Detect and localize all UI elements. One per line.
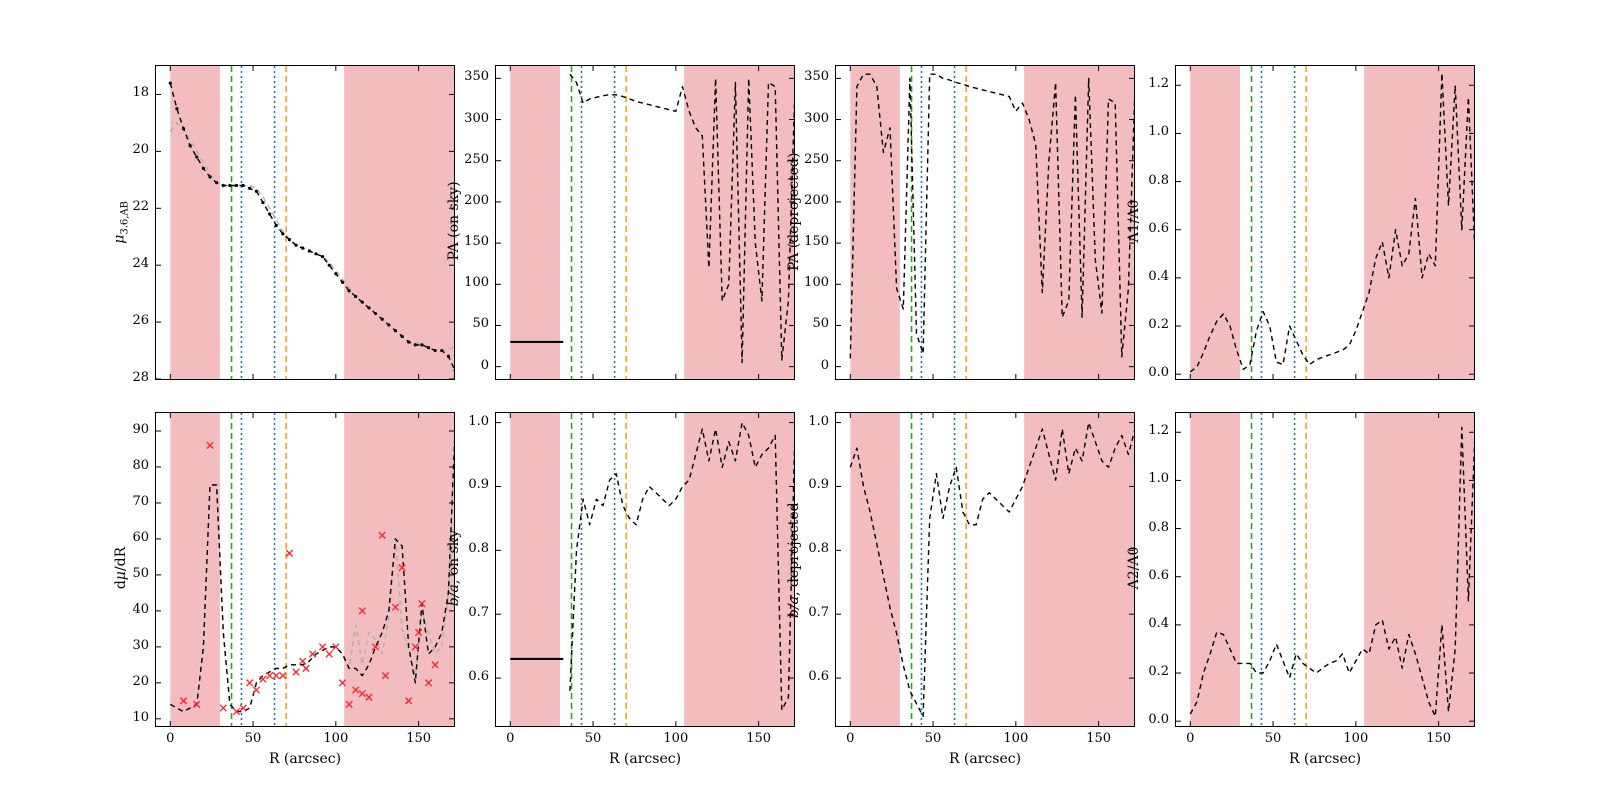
ylabel: μ3.6,AB <box>112 172 131 272</box>
xtick-label: 150 <box>1084 731 1114 746</box>
ytick-label: 28 <box>132 370 149 385</box>
xlabel: R (arcsec) <box>835 751 1135 767</box>
ytick-label: 1.0 <box>1148 471 1169 486</box>
panel-p03 <box>1175 65 1475 380</box>
ytick-label: 250 <box>804 152 829 167</box>
ytick-label: 50 <box>472 316 489 331</box>
panel-p10 <box>155 412 455 727</box>
xtick-label: 100 <box>661 731 691 746</box>
ytick-label: 0.0 <box>1148 712 1169 727</box>
ytick-label: 0.9 <box>808 477 829 492</box>
ytick-label: 0.6 <box>808 669 829 684</box>
ytick-label: 70 <box>132 494 149 509</box>
xtick-label: 50 <box>1258 731 1288 746</box>
ytick-label: 40 <box>132 602 149 617</box>
ytick-label: 200 <box>804 193 829 208</box>
panel-p12 <box>835 412 1135 727</box>
ylabel: dμ/dR <box>113 518 129 618</box>
ytick-label: 0.6 <box>1148 568 1169 583</box>
ytick-label: 300 <box>804 111 829 126</box>
ytick-label: 0.8 <box>1148 173 1169 188</box>
ytick-label: 10 <box>132 710 149 725</box>
xtick-label: 100 <box>1341 731 1371 746</box>
ylabel: b/a, on sky <box>446 518 462 618</box>
xtick-label: 150 <box>744 731 774 746</box>
ytick-label: 300 <box>464 111 489 126</box>
ytick-label: 24 <box>132 256 149 271</box>
xtick-label: 50 <box>918 731 948 746</box>
ytick-label: 1.0 <box>808 414 829 429</box>
xlabel: R (arcsec) <box>1175 751 1475 767</box>
ytick-label: 0.8 <box>808 541 829 556</box>
ytick-label: 18 <box>132 85 149 100</box>
ytick-label: 20 <box>132 674 149 689</box>
xtick-label: 150 <box>1424 731 1454 746</box>
ytick-label: 150 <box>804 234 829 249</box>
ytick-label: 0.9 <box>468 477 489 492</box>
ytick-label: 1.0 <box>468 414 489 429</box>
xtick-label: 0 <box>1175 731 1205 746</box>
ytick-label: 350 <box>804 69 829 84</box>
panel-p00 <box>155 65 455 380</box>
ytick-label: 0.7 <box>468 605 489 620</box>
panel-p13 <box>1175 412 1475 727</box>
xlabel: R (arcsec) <box>155 751 455 767</box>
ytick-label: 1.2 <box>1148 76 1169 91</box>
ylabel: A2/A0 <box>1126 518 1142 618</box>
ytick-label: 0.8 <box>468 541 489 556</box>
ytick-label: 0.6 <box>1148 221 1169 236</box>
xtick-label: 150 <box>404 731 434 746</box>
xtick-label: 100 <box>321 731 351 746</box>
ytick-label: 0 <box>481 358 489 373</box>
ytick-label: 50 <box>132 566 149 581</box>
xtick-label: 0 <box>155 731 185 746</box>
ytick-label: 200 <box>464 193 489 208</box>
ytick-label: 1.2 <box>1148 423 1169 438</box>
ytick-label: 100 <box>464 275 489 290</box>
panel-p02 <box>835 65 1135 380</box>
ytick-label: 0.8 <box>1148 520 1169 535</box>
ytick-label: 0 <box>821 358 829 373</box>
ytick-label: 0.2 <box>1148 317 1169 332</box>
ytick-label: 26 <box>132 313 149 328</box>
panel-p11 <box>495 412 795 727</box>
ytick-label: 60 <box>132 530 149 545</box>
ylabel: PA (on sky) <box>446 171 462 271</box>
xtick-label: 50 <box>578 731 608 746</box>
ytick-label: 250 <box>464 152 489 167</box>
ylabel: b/a, deprojected <box>786 518 802 618</box>
ytick-label: 90 <box>132 422 149 437</box>
ytick-label: 350 <box>464 69 489 84</box>
ytick-label: 30 <box>132 638 149 653</box>
xtick-label: 100 <box>1001 731 1031 746</box>
ytick-label: 0.2 <box>1148 664 1169 679</box>
panel-p01 <box>495 65 795 380</box>
ytick-label: 100 <box>804 275 829 290</box>
ytick-label: 0.6 <box>468 669 489 684</box>
ytick-label: 0.4 <box>1148 269 1169 284</box>
xtick-label: 50 <box>238 731 268 746</box>
ytick-label: 22 <box>132 199 149 214</box>
ytick-label: 0.4 <box>1148 616 1169 631</box>
ytick-label: 80 <box>132 458 149 473</box>
ytick-label: 0.0 <box>1148 365 1169 380</box>
ylabel: A1/A0 <box>1126 171 1142 271</box>
ytick-label: 1.0 <box>1148 124 1169 139</box>
ytick-label: 0.7 <box>808 605 829 620</box>
figure-grid: 182022242628μ3.6,AB050100150200250300350… <box>0 0 1600 800</box>
xlabel: R (arcsec) <box>495 751 795 767</box>
ylabel: PA (deprojected) <box>786 171 802 271</box>
ytick-label: 150 <box>464 234 489 249</box>
ytick-label: 50 <box>812 316 829 331</box>
ytick-label: 20 <box>132 142 149 157</box>
xtick-label: 0 <box>835 731 865 746</box>
xtick-label: 0 <box>495 731 525 746</box>
